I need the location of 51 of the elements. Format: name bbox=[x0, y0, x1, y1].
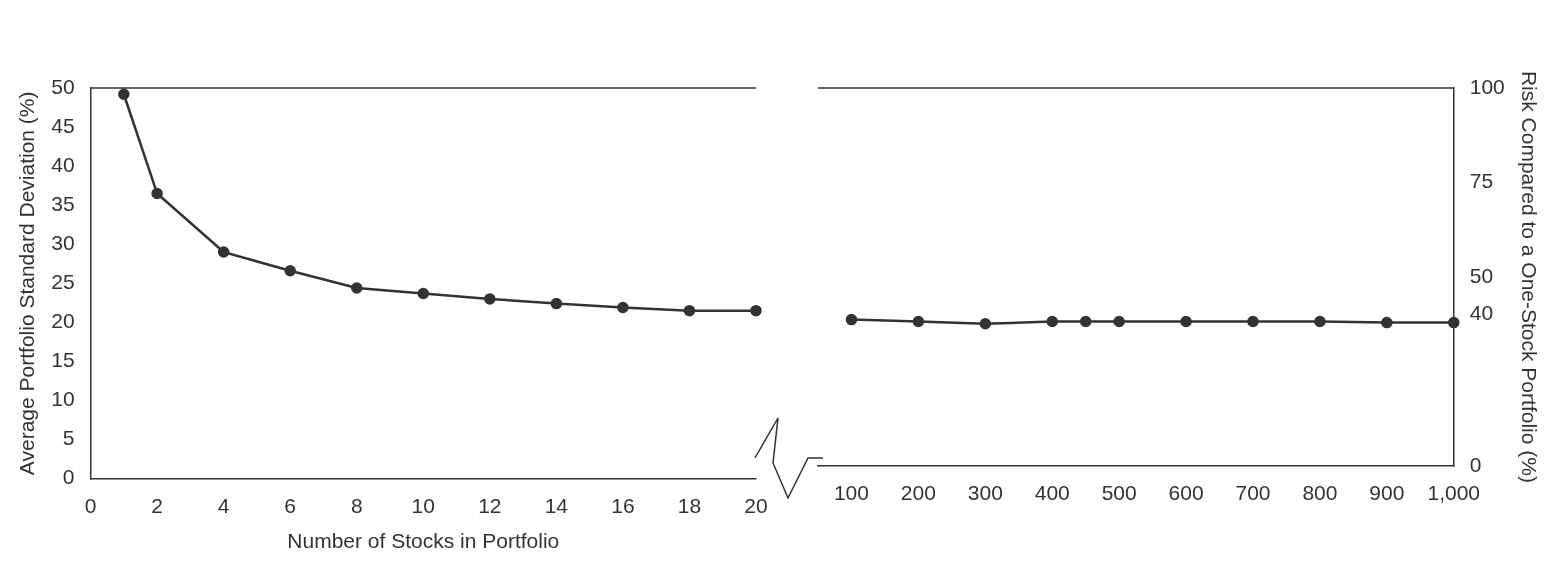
y2-tick-label: 40 bbox=[1469, 301, 1494, 325]
x-tick-label: 14 bbox=[544, 494, 569, 517]
x-tick-label: 700 bbox=[1235, 481, 1271, 505]
point bbox=[550, 297, 563, 310]
point bbox=[217, 246, 230, 258]
x-tick-label: 6 bbox=[284, 494, 297, 517]
y2-tick-label: 75 bbox=[1469, 169, 1494, 193]
y2-axis-title: Risk Compared to a One-Stock Portfolio (%) bbox=[1517, 70, 1541, 483]
y2-tick-label: 0 bbox=[1469, 452, 1482, 476]
point bbox=[417, 287, 430, 300]
y-axis-title: Average Portfolio Standard Deviation (%) bbox=[15, 91, 39, 476]
y2-tick-label: 50 bbox=[1469, 263, 1494, 287]
x-tick-label: 500 bbox=[1101, 481, 1137, 505]
y-tick-label: 15 bbox=[51, 348, 75, 372]
y-tick-label: 5 bbox=[62, 426, 75, 450]
x-tick-label: 1,000 bbox=[1427, 481, 1481, 505]
point bbox=[151, 187, 163, 200]
x-tick-label: 10 bbox=[411, 494, 435, 517]
y-tick-label: 10 bbox=[51, 387, 75, 411]
x-tick-label: 900 bbox=[1369, 481, 1405, 505]
x-tick-label: 400 bbox=[1034, 481, 1070, 505]
y2-tick-label: 100 bbox=[1469, 74, 1505, 98]
y-tick-label: 25 bbox=[51, 270, 75, 294]
x-axis-title: Number of Stocks in Portfolio bbox=[287, 529, 560, 553]
point bbox=[683, 304, 696, 317]
x-tick-label: 8 bbox=[350, 494, 363, 517]
x-tick-label: 2 bbox=[151, 494, 163, 517]
x-tick-label: 16 bbox=[611, 494, 635, 517]
point bbox=[284, 265, 296, 277]
x-tick-label: 300 bbox=[967, 481, 1003, 505]
y-tick-label: 35 bbox=[51, 191, 75, 215]
point bbox=[617, 301, 629, 314]
x-tick-label: 800 bbox=[1302, 481, 1338, 505]
y-tick-label: 50 bbox=[51, 74, 75, 98]
y-tick-label: 40 bbox=[51, 152, 75, 176]
x-tick-label: 20 bbox=[744, 494, 768, 517]
x-tick-label: 100 bbox=[833, 481, 869, 505]
y-tick-label: 30 bbox=[51, 231, 75, 255]
point bbox=[484, 293, 496, 305]
x-tick-label: 4 bbox=[217, 494, 230, 517]
x-tick-label: 18 bbox=[677, 494, 702, 517]
x-tick-label: 12 bbox=[478, 494, 502, 517]
x-tick-label: 200 bbox=[900, 481, 936, 505]
y-tick-label: 20 bbox=[51, 309, 75, 333]
point bbox=[118, 88, 130, 100]
y-tick-label: 45 bbox=[51, 113, 75, 137]
y-tick-label: 0 bbox=[62, 465, 75, 489]
x-tick-label: 0 bbox=[84, 494, 97, 517]
point bbox=[350, 282, 363, 294]
point bbox=[750, 304, 762, 317]
x-tick-label: 600 bbox=[1168, 481, 1204, 505]
